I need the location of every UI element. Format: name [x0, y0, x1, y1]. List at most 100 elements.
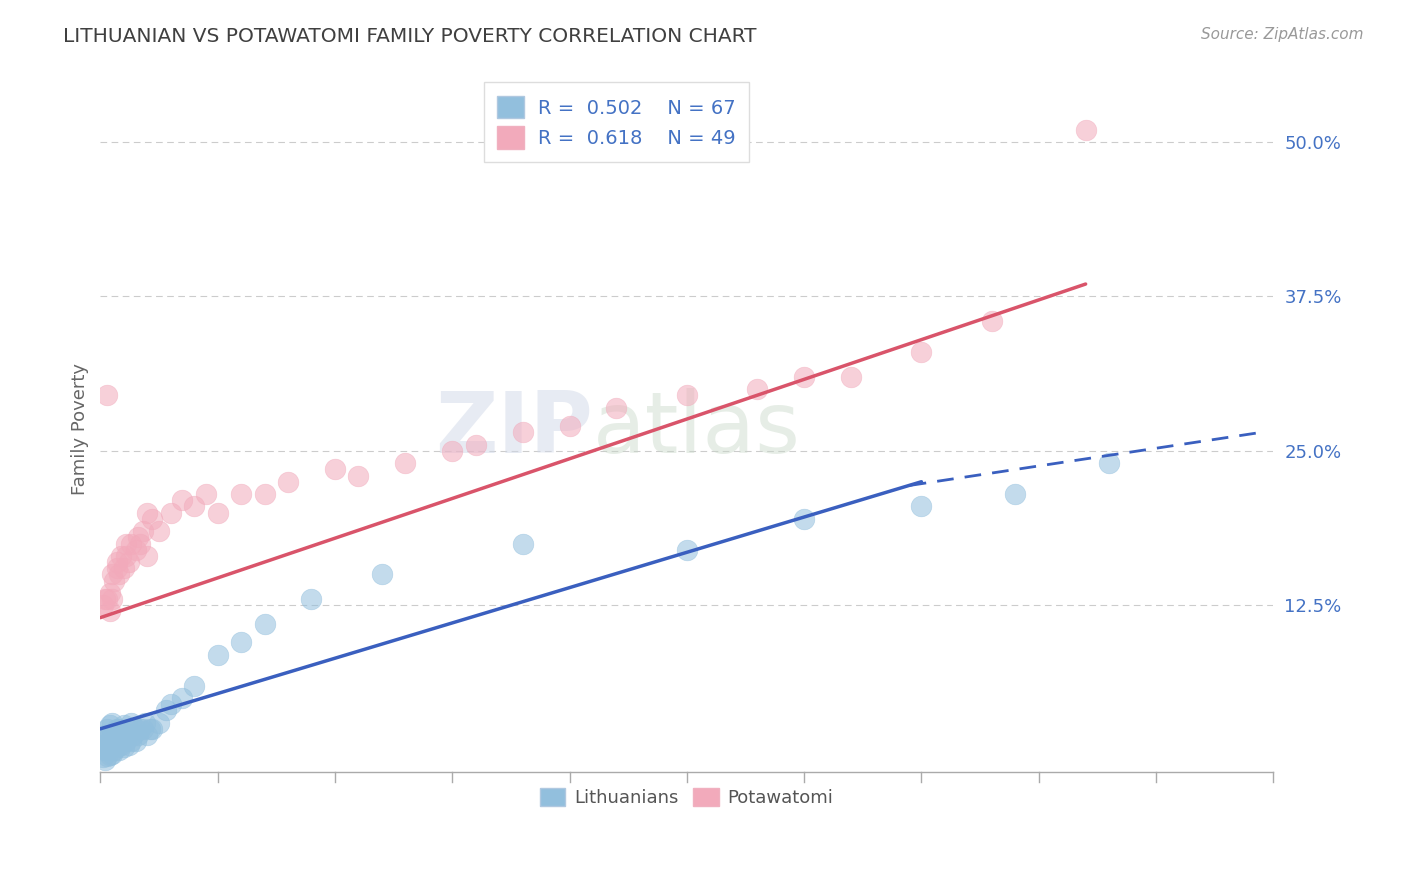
Point	[96, 592, 118, 607]
Point	[101, 592, 124, 607]
Point	[94, 728, 117, 742]
Text: LITHUANIAN VS POTAWATOMI FAMILY POVERTY CORRELATION CHART: LITHUANIAN VS POTAWATOMI FAMILY POVERTY …	[63, 27, 756, 45]
Point	[323, 462, 346, 476]
Point	[172, 493, 194, 508]
Point	[141, 512, 163, 526]
Point	[91, 738, 114, 752]
Point	[103, 725, 125, 739]
Point	[108, 722, 131, 736]
Point	[172, 690, 194, 705]
Text: ZIP: ZIP	[436, 388, 593, 471]
Point	[980, 314, 1002, 328]
Point	[1098, 456, 1121, 470]
Point	[124, 542, 146, 557]
Point	[183, 679, 205, 693]
Point	[253, 616, 276, 631]
Point	[558, 419, 581, 434]
Point	[101, 728, 124, 742]
Point	[96, 749, 118, 764]
Point	[120, 734, 142, 748]
Point	[91, 750, 114, 764]
Point	[131, 524, 153, 538]
Point	[103, 743, 125, 757]
Point	[115, 725, 138, 739]
Point	[108, 567, 131, 582]
Point	[108, 734, 131, 748]
Point	[605, 401, 627, 415]
Point	[105, 555, 128, 569]
Point	[675, 388, 697, 402]
Point	[101, 715, 124, 730]
Point	[124, 722, 146, 736]
Point	[229, 635, 252, 649]
Point	[103, 574, 125, 588]
Point	[101, 567, 124, 582]
Point	[122, 728, 145, 742]
Point	[512, 425, 534, 440]
Point	[136, 549, 159, 563]
Point	[207, 506, 229, 520]
Point	[112, 731, 135, 745]
Point	[110, 738, 132, 752]
Point	[110, 728, 132, 742]
Point	[207, 648, 229, 662]
Point	[141, 722, 163, 736]
Point	[101, 734, 124, 748]
Point	[138, 722, 160, 736]
Point	[112, 561, 135, 575]
Point	[94, 743, 117, 757]
Point	[101, 740, 124, 755]
Point	[127, 728, 149, 742]
Point	[512, 536, 534, 550]
Point	[94, 753, 117, 767]
Point	[148, 524, 170, 538]
Point	[112, 740, 135, 755]
Point	[115, 549, 138, 563]
Point	[98, 734, 121, 748]
Point	[1004, 487, 1026, 501]
Point	[108, 743, 131, 757]
Point	[839, 369, 862, 384]
Point	[124, 734, 146, 748]
Point	[98, 604, 121, 618]
Point	[371, 567, 394, 582]
Point	[117, 738, 139, 752]
Point	[127, 530, 149, 544]
Point	[129, 722, 152, 736]
Point	[793, 369, 815, 384]
Point	[129, 536, 152, 550]
Text: Source: ZipAtlas.com: Source: ZipAtlas.com	[1201, 27, 1364, 42]
Point	[910, 345, 932, 359]
Point	[131, 722, 153, 736]
Point	[136, 728, 159, 742]
Point	[117, 722, 139, 736]
Point	[98, 586, 121, 600]
Text: atlas: atlas	[593, 388, 801, 471]
Point	[105, 722, 128, 736]
Point	[134, 715, 156, 730]
Point	[747, 382, 769, 396]
Point	[148, 715, 170, 730]
Point	[155, 703, 177, 717]
Point	[675, 542, 697, 557]
Point	[98, 718, 121, 732]
Point	[464, 437, 486, 451]
Point	[96, 743, 118, 757]
Point	[1074, 122, 1097, 136]
Point	[115, 734, 138, 748]
Point	[229, 487, 252, 501]
Point	[112, 718, 135, 732]
Point	[91, 599, 114, 613]
Point	[253, 487, 276, 501]
Point	[793, 512, 815, 526]
Y-axis label: Family Poverty: Family Poverty	[72, 363, 89, 495]
Point	[105, 740, 128, 755]
Point	[120, 536, 142, 550]
Point	[441, 443, 464, 458]
Point	[96, 731, 118, 745]
Point	[98, 747, 121, 762]
Point	[98, 728, 121, 742]
Point	[117, 555, 139, 569]
Point	[96, 722, 118, 736]
Point	[194, 487, 217, 501]
